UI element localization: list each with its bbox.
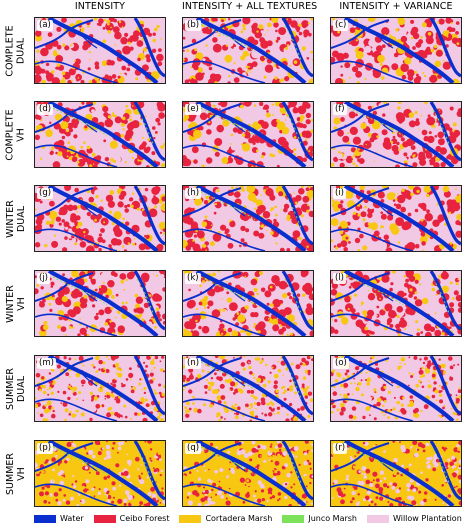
map-panel: (i) — [330, 185, 462, 252]
legend-item-water: Water — [34, 514, 84, 523]
panel-letter-label: (o) — [333, 358, 349, 369]
legend-swatch-cortadera-marsh — [179, 514, 202, 523]
row-label-summer-dual: SUMMER DUAL — [5, 367, 28, 410]
row-label-winter-vh: WINTER VH — [5, 284, 27, 323]
legend-swatch-ceibo-forest — [93, 514, 116, 523]
map-panel: (n) — [182, 355, 314, 422]
row-label-complete-vh: COMPLETE VH — [5, 108, 28, 161]
panel-letter-label: (k) — [185, 273, 201, 284]
map-panel: (q) — [182, 440, 314, 507]
map-panel: (d) — [34, 101, 166, 168]
row-label-complete-dual: COMPLETE DUAL — [5, 24, 28, 77]
panel-letter-label: (m) — [37, 358, 56, 369]
panel-letter-label: (q) — [185, 443, 202, 454]
column-header-intensity-all-textures: INTENSITY + ALL TEXTURES — [182, 1, 318, 12]
legend-swatch-willow-plantation — [367, 514, 389, 523]
map-panel: (h) — [182, 185, 314, 252]
map-panel: (e) — [182, 101, 314, 168]
map-panel: (f) — [330, 101, 462, 168]
map-panel: (k) — [182, 270, 314, 337]
legend-item-cortadera-marsh: Cortadera Marsh — [179, 514, 272, 523]
panel-letter-label: (e) — [185, 104, 201, 115]
map-panel: (l) — [330, 270, 462, 337]
map-panel: (r) — [330, 440, 462, 507]
map-panel: (j) — [34, 270, 166, 337]
map-panel: (o) — [330, 355, 462, 422]
map-panel: (c) — [330, 17, 462, 84]
panel-letter-label: (b) — [185, 20, 202, 31]
panel-letter-label: (h) — [185, 188, 202, 199]
panel-letter-label: (l) — [333, 273, 346, 284]
panel-letter-label: (d) — [37, 104, 54, 115]
panel-letter-label: (j) — [37, 273, 50, 284]
map-panel: (p) — [34, 440, 166, 507]
legend-swatch-junco-marsh — [282, 514, 305, 523]
legend: Water Ceibo Forest Cortadera Marsh Junco… — [34, 512, 472, 525]
legend-item-willow-plantation: Willow Plantation — [367, 514, 462, 523]
map-panel: (a) — [34, 17, 166, 84]
row-label-winter-dual: WINTER DUAL — [5, 199, 27, 238]
legend-item-junco-marsh: Junco Marsh — [282, 514, 357, 523]
legend-swatch-water — [34, 514, 56, 523]
map-panel: (m) — [34, 355, 166, 422]
panel-letter-label: (f) — [333, 104, 347, 115]
map-panel: (g) — [34, 185, 166, 252]
panel-letter-label: (g) — [37, 188, 54, 199]
panel-letter-label: (p) — [37, 443, 54, 454]
panel-letter-label: (i) — [333, 188, 346, 199]
panel-letter-label: (r) — [333, 443, 348, 454]
row-label-summer-vh: SUMMER VH — [5, 452, 28, 495]
panel-letter-label: (c) — [333, 20, 349, 31]
legend-item-ceibo-forest: Ceibo Forest — [93, 514, 169, 523]
panel-letter-label: (a) — [37, 20, 53, 31]
map-panel: (b) — [182, 17, 314, 84]
column-header-intensity-variance: INTENSITY + VARIANCE — [339, 1, 453, 12]
column-header-intensity: INTENSITY — [74, 1, 126, 12]
panel-letter-label: (n) — [185, 358, 202, 369]
